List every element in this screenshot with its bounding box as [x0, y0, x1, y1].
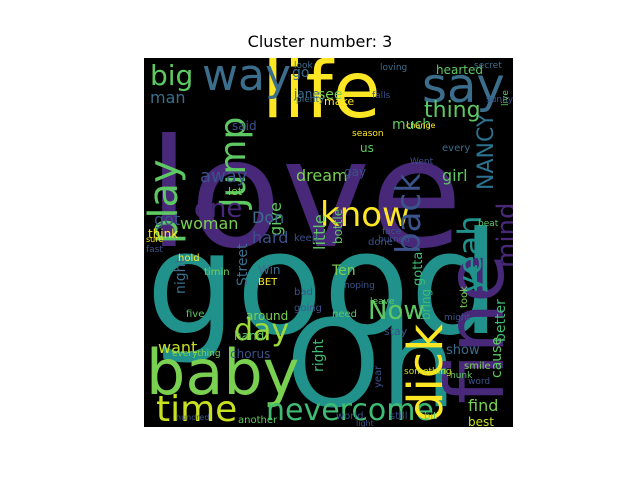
word-go: go [292, 65, 310, 81]
word-something: something [404, 367, 452, 377]
word-much: much [392, 117, 432, 133]
word-loving: loving [380, 63, 408, 73]
word-gay: gay [344, 165, 367, 179]
word-secret: secret [474, 61, 502, 71]
word-love: love [148, 108, 463, 282]
word-falls: falls [372, 91, 391, 101]
word-fast: fast [146, 245, 163, 255]
word-sure: sure [146, 235, 164, 244]
word-know: know [320, 195, 410, 235]
word-bit: bit [424, 411, 438, 422]
word-woman: woman [180, 214, 239, 233]
word-bet: BET [258, 277, 278, 288]
word-beat: beat [478, 219, 499, 229]
word-stay: stay [384, 325, 408, 338]
word-change: change [406, 121, 436, 130]
word-oh: Oh [286, 296, 457, 427]
word-leave: leave [370, 297, 395, 307]
word-bad: bad [294, 287, 313, 298]
word-thing: thing [424, 98, 481, 123]
word-away: away [200, 166, 248, 187]
word-another: another [238, 415, 278, 426]
word-baby: baby [146, 336, 300, 409]
word-right: right [311, 339, 327, 372]
word-way: way [202, 58, 291, 101]
word-cloud-image: love good Oh baby life fine say way time nevercom… [144, 58, 513, 427]
word-still: still [390, 411, 408, 422]
word-went: Went [410, 157, 434, 167]
word-burned: burned [378, 235, 410, 245]
word-us: us [360, 141, 374, 155]
word-hundred: hundred [176, 413, 210, 422]
word-plenty: plenty [296, 95, 325, 105]
word-gotta: gotta [411, 251, 426, 286]
word-time: time [156, 389, 238, 428]
word-keep: keep [294, 233, 319, 244]
word-said: said [232, 119, 257, 133]
word-live: live [501, 90, 511, 106]
plot-title: Cluster number: 3 [247, 32, 393, 51]
word-now: Now [368, 296, 425, 326]
word-might: might [444, 313, 471, 323]
word-mind: mind [492, 202, 513, 268]
word-look: look [294, 61, 313, 71]
word-life: life [262, 58, 381, 136]
word-season: season [352, 129, 384, 139]
word-going: going [294, 303, 322, 314]
word-done: done [368, 237, 393, 248]
word-year: year [373, 365, 384, 388]
word-hold: hold [178, 253, 200, 264]
word-timin: timin [204, 267, 230, 278]
word-nevercome: nevercome [266, 393, 434, 427]
word-hoping: hoping [344, 281, 375, 291]
word-light: light [356, 419, 374, 428]
word-make: make [324, 95, 355, 108]
word-smile: smile [464, 361, 491, 372]
word-show: show [446, 343, 480, 358]
word-don: Don [252, 208, 285, 227]
word-want: want [158, 338, 198, 357]
word-word: word [468, 377, 491, 387]
word-day: day [234, 313, 290, 348]
word-street: Street [235, 243, 251, 286]
word-every: every [442, 143, 471, 154]
word-world: world [336, 411, 364, 422]
word-better: better [493, 299, 509, 342]
word-man: man [150, 88, 186, 107]
word-win: Win [258, 263, 281, 277]
word-hearted: hearted [436, 63, 483, 77]
word-good: good [146, 202, 501, 367]
word-bring: bring [419, 288, 433, 320]
word-hand: hand [234, 329, 265, 343]
word-everything: everything [172, 349, 221, 359]
word-think: think [148, 227, 179, 241]
word-cause: cause [489, 336, 505, 378]
word-see: see [318, 87, 343, 103]
word-sunny: sunny [486, 95, 513, 105]
word-bottle: bottle [331, 208, 345, 244]
word-ten: Ten [332, 263, 356, 279]
word-face: face [382, 227, 402, 237]
word-hard: hard [252, 228, 289, 247]
word-nancy: NANCY [474, 113, 499, 190]
word-best: best [468, 415, 494, 427]
word-need: need [332, 309, 357, 320]
word-jane: jane [294, 87, 320, 101]
word-one: one [194, 194, 243, 224]
word-five: five [186, 309, 205, 320]
word-dream: dream [296, 166, 348, 185]
word-say: say [422, 58, 505, 114]
word-took: took [459, 286, 470, 308]
word-girl: girl [442, 166, 468, 185]
word-find: find [468, 396, 499, 415]
word-around: around [246, 309, 289, 323]
word-chorus: chorus [230, 347, 271, 361]
word-big: big [150, 59, 194, 92]
word-got: got [154, 210, 181, 229]
word-hunk: hunk [450, 371, 473, 381]
word-let: let [228, 185, 243, 198]
